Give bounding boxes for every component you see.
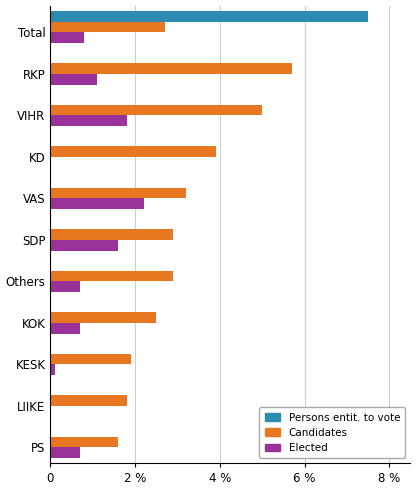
Bar bbox=[50, 447, 80, 458]
Bar bbox=[50, 436, 118, 447]
Bar bbox=[50, 271, 173, 281]
Bar bbox=[50, 63, 292, 74]
Bar bbox=[50, 354, 131, 364]
Bar bbox=[50, 105, 262, 115]
Bar bbox=[50, 281, 80, 292]
Bar bbox=[50, 323, 80, 333]
Bar bbox=[50, 22, 165, 32]
Legend: Persons entit. to vote, Candidates, Elected: Persons entit. to vote, Candidates, Elec… bbox=[259, 408, 405, 458]
Bar bbox=[50, 74, 97, 84]
Bar bbox=[50, 364, 54, 375]
Bar bbox=[50, 11, 368, 22]
Bar bbox=[50, 188, 186, 198]
Bar bbox=[50, 229, 173, 240]
Bar bbox=[50, 115, 126, 126]
Bar bbox=[50, 32, 84, 43]
Bar bbox=[50, 146, 215, 157]
Bar bbox=[50, 312, 156, 323]
Bar bbox=[50, 240, 118, 250]
Bar bbox=[50, 198, 144, 209]
Bar bbox=[50, 395, 126, 406]
